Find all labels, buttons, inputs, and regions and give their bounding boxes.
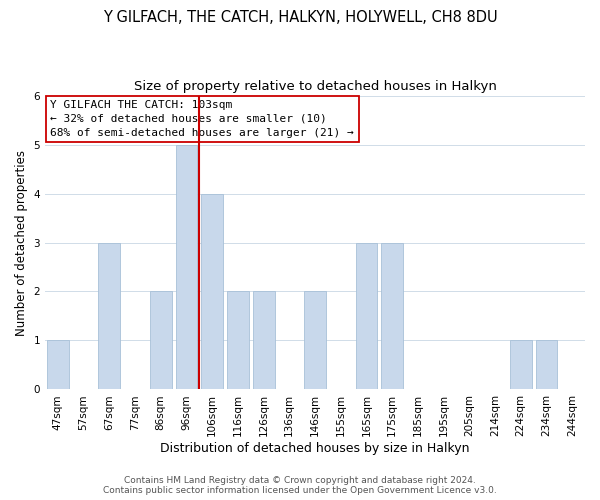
Bar (47, 340, 69, 390)
Bar (253, 292, 275, 390)
Bar (304, 292, 326, 390)
Text: Contains HM Land Registry data © Crown copyright and database right 2024.
Contai: Contains HM Land Registry data © Crown c… (103, 476, 497, 495)
Bar (356, 242, 377, 390)
Text: Y GILFACH, THE CATCH, HALKYN, HOLYWELL, CH8 8DU: Y GILFACH, THE CATCH, HALKYN, HOLYWELL, … (103, 10, 497, 25)
Bar (536, 340, 557, 390)
Title: Size of property relative to detached houses in Halkyn: Size of property relative to detached ho… (134, 80, 496, 93)
Y-axis label: Number of detached properties: Number of detached properties (15, 150, 28, 336)
Bar (227, 292, 249, 390)
X-axis label: Distribution of detached houses by size in Halkyn: Distribution of detached houses by size … (160, 442, 470, 455)
Bar (176, 144, 197, 390)
Bar (201, 194, 223, 390)
Bar (381, 242, 403, 390)
Bar (150, 292, 172, 390)
Bar (510, 340, 532, 390)
Bar (98, 242, 120, 390)
Text: Y GILFACH THE CATCH: 103sqm
← 32% of detached houses are smaller (10)
68% of sem: Y GILFACH THE CATCH: 103sqm ← 32% of det… (50, 100, 354, 138)
